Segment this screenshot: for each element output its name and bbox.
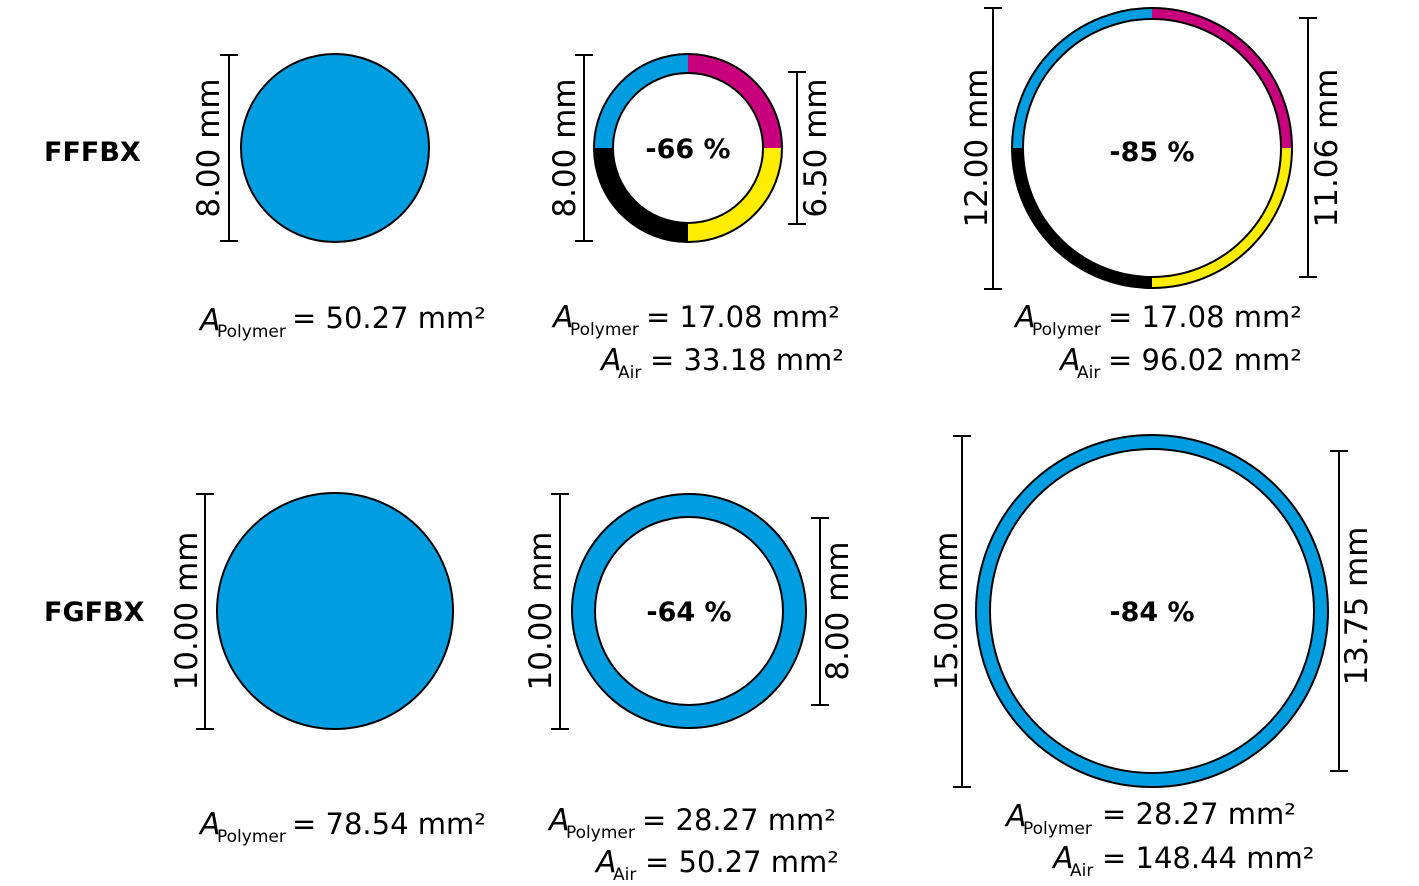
svg-text:A: A xyxy=(599,343,622,378)
svg-text:A: A xyxy=(1004,799,1027,834)
svg-text:Air: Air xyxy=(1077,363,1100,383)
ring-segment-black xyxy=(594,148,688,242)
svg-text:= 28.27 mm²: = 28.27 mm² xyxy=(642,803,836,837)
svg-text:Air: Air xyxy=(618,363,641,383)
svg-text:Polymer: Polymer xyxy=(217,827,286,847)
svg-text:= 28.27 mm²: = 28.27 mm² xyxy=(1102,797,1296,831)
area-air-hollow-large-fgfbx: A Air = 148.44 mm² xyxy=(1051,841,1314,881)
ring-segment-blue xyxy=(594,54,688,148)
inner-diameter-label: 6.50 mm xyxy=(798,78,834,217)
svg-text:A: A xyxy=(551,300,574,335)
svg-text:= 50.27 mm²: = 50.27 mm² xyxy=(645,845,839,879)
reduction-percent: -66 % xyxy=(645,134,730,165)
svg-text:A: A xyxy=(1051,841,1074,876)
ring-segment-blue xyxy=(1012,8,1152,148)
svg-text:= 17.08 mm²: = 17.08 mm² xyxy=(1108,300,1302,334)
reduction-percent: -64 % xyxy=(646,597,731,628)
solid-cross-section xyxy=(240,53,430,243)
inner-diameter-label: 13.75 mm xyxy=(1339,527,1375,686)
ring-segment-yellow xyxy=(1152,148,1292,288)
diameter-label: 10.00 mm xyxy=(169,532,205,691)
area-polymer-solid-fffbx: A Polymer = 50.27 mm² xyxy=(198,301,486,342)
svg-text:= 96.02 mm²: = 96.02 mm² xyxy=(1108,343,1302,377)
ring-segment-black xyxy=(1012,148,1152,288)
reduction-percent: -85 % xyxy=(1109,137,1194,168)
reduction-percent: -84 % xyxy=(1109,597,1194,628)
area-polymer-hollow-large-fffbx: A Polymer = 17.08 mm² xyxy=(1013,300,1302,340)
area-air-hollow-large-fffbx: A Air = 96.02 mm² xyxy=(1058,343,1302,383)
svg-text:= 148.44 mm²: = 148.44 mm² xyxy=(1102,841,1314,875)
svg-text:= 33.18 mm²: = 33.18 mm² xyxy=(650,343,844,377)
svg-text:Polymer: Polymer xyxy=(566,823,635,843)
outer-diameter-label: 10.00 mm xyxy=(523,532,559,691)
svg-text:= 78.54 mm²: = 78.54 mm² xyxy=(292,807,486,841)
ring-segment-magenta xyxy=(688,54,782,148)
outer-diameter-label: 12.00 mm xyxy=(959,69,995,228)
svg-text:A: A xyxy=(198,303,221,338)
ring-segment-magenta xyxy=(1152,8,1292,148)
svg-text:Air: Air xyxy=(613,865,636,885)
svg-text:A: A xyxy=(547,803,570,838)
area-polymer-hollow-small-fgfbx: A Polymer = 28.27 mm² xyxy=(547,803,836,843)
svg-text:Air: Air xyxy=(1070,861,1093,881)
hollow-filament-large-fgfbx: 15.00 mm -84 % 13.75 mm xyxy=(929,434,1375,788)
svg-text:A: A xyxy=(198,807,221,842)
inner-diameter-label: 8.00 mm xyxy=(820,541,856,680)
hollow-filament-small-fgfbx: 10.00 mm -64 % 8.00 mm xyxy=(523,493,856,730)
area-air-hollow-small-fgfbx: A Air = 50.27 mm² xyxy=(594,845,839,885)
svg-text:A: A xyxy=(594,845,617,880)
ring-segment-yellow xyxy=(688,148,782,242)
svg-text:Polymer: Polymer xyxy=(1032,320,1101,340)
svg-text:= 17.08 mm²: = 17.08 mm² xyxy=(646,300,840,334)
svg-text:= 50.27 mm²: = 50.27 mm² xyxy=(292,301,486,335)
row-label-fgfbx: FGFBX xyxy=(44,597,145,628)
svg-text:Polymer: Polymer xyxy=(217,322,286,342)
svg-text:A: A xyxy=(1058,343,1081,378)
svg-text:A: A xyxy=(1013,300,1036,335)
hollow-filament-small-fffbx: 8.00 mm -66 % 6.50 mm xyxy=(547,53,834,243)
hollow-filament-large-fffbx: 12.00 mm -85 % 11.06 mm xyxy=(959,7,1345,290)
svg-text:Polymer: Polymer xyxy=(1023,819,1092,839)
solid-filament-fgfbx: 10.00 mm xyxy=(169,492,454,730)
svg-text:Polymer: Polymer xyxy=(570,320,639,340)
area-polymer-hollow-large-fgfbx: A Polymer = 28.27 mm² xyxy=(1004,797,1296,839)
inner-diameter-label: 11.06 mm xyxy=(1309,69,1345,228)
diameter-label: 8.00 mm xyxy=(191,78,227,217)
area-polymer-hollow-small-fffbx: A Polymer = 17.08 mm² xyxy=(551,300,840,340)
solid-cross-section xyxy=(216,492,454,730)
row-label-fffbx: FFFBX xyxy=(44,137,141,168)
outer-diameter-label: 15.00 mm xyxy=(929,532,965,691)
area-polymer-solid-fgfbx: A Polymer = 78.54 mm² xyxy=(198,807,486,847)
solid-filament-fffbx: 8.00 mm xyxy=(191,53,430,243)
area-air-hollow-small-fffbx: A Air = 33.18 mm² xyxy=(599,343,844,383)
outer-diameter-label: 8.00 mm xyxy=(547,78,583,217)
